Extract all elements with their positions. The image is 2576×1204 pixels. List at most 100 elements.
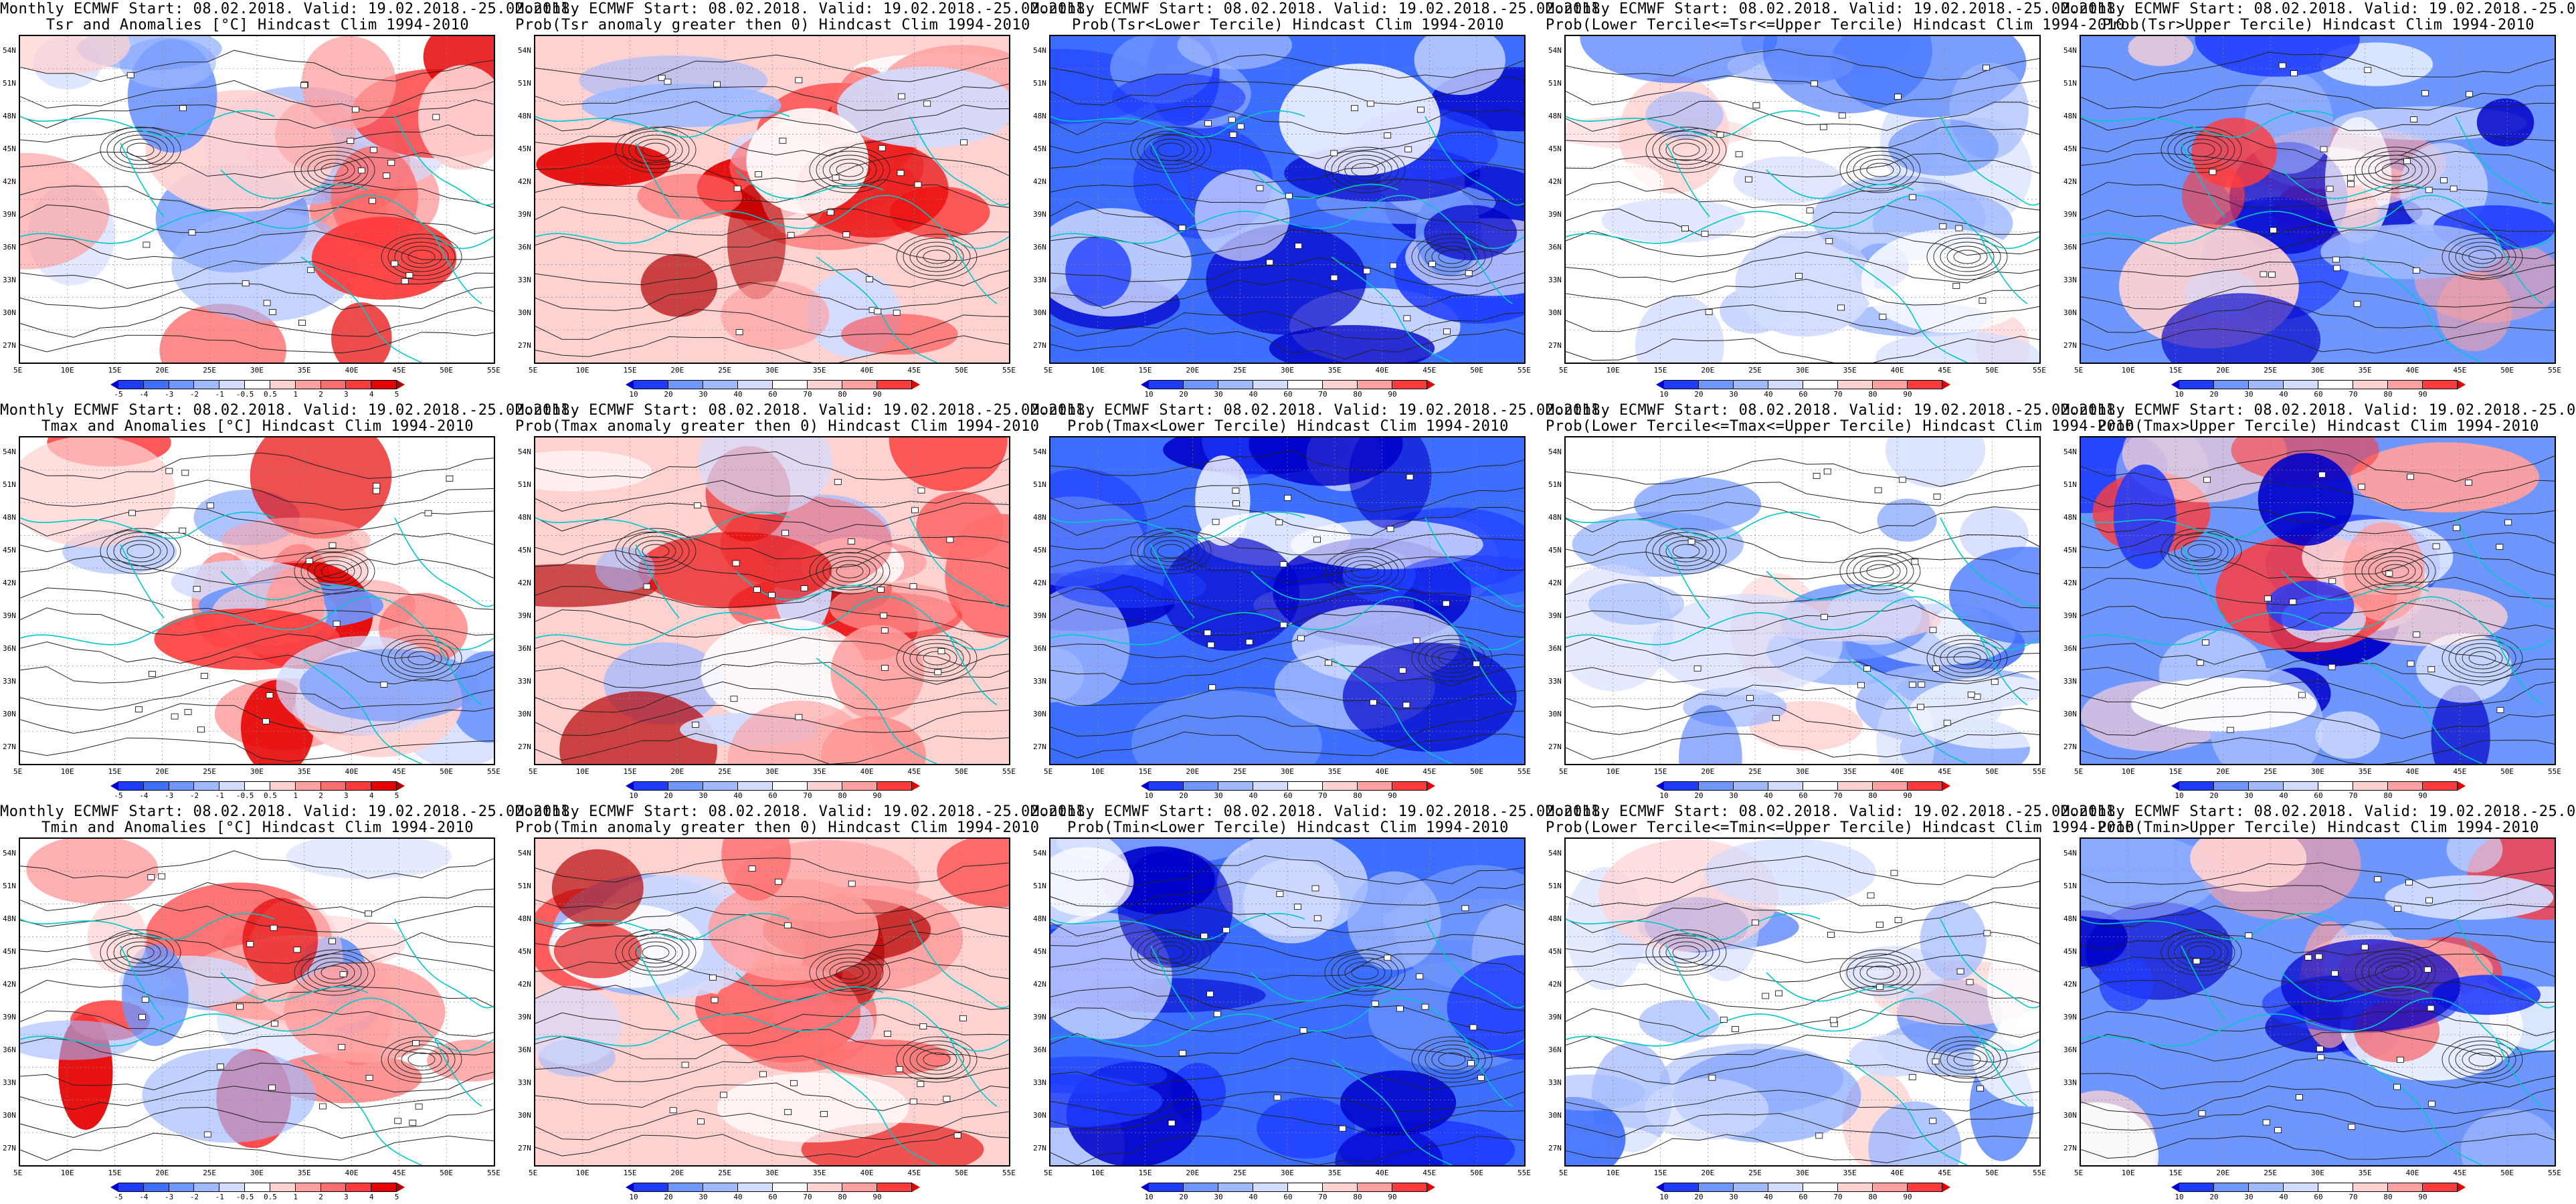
station-marker: [664, 78, 672, 85]
temperature-contour: [2081, 680, 2555, 709]
colorbar-label: 40: [1764, 791, 1773, 800]
longitude-label: 15E: [2169, 366, 2183, 375]
shaded-region: [2446, 839, 2503, 873]
station-marker: [2496, 544, 2504, 550]
colorbar-min-arrow: [1656, 1183, 1664, 1192]
shaded-region: [2351, 442, 2539, 513]
terrain-contour: [381, 233, 462, 280]
station-marker: [1735, 151, 1743, 158]
colorbar-segment: [1664, 380, 1699, 389]
shaded-region: [1679, 705, 1742, 764]
longitude-label: 25E: [2264, 1169, 2278, 1177]
longitude-label: 30E: [1281, 1169, 1294, 1177]
colorbar-segment: [2179, 781, 2214, 791]
latitude-label: 54N: [3, 46, 16, 55]
latitude-label: 36N: [3, 644, 16, 653]
shaded-region: [1424, 205, 1517, 261]
temperature-contour: [2081, 657, 2555, 686]
coastline: [1050, 596, 1524, 651]
station-marker: [1297, 635, 1305, 641]
forecast-panel: Monthly ECMWF Start: 08.02.2018. Valid: …: [0, 401, 579, 803]
station-marker: [126, 72, 134, 78]
longitude-label: 45E: [392, 366, 406, 375]
station-marker: [1204, 629, 1212, 636]
shaded-region: [171, 210, 358, 322]
station-marker: [1403, 315, 1411, 322]
colorbar-label: 20: [664, 1193, 673, 1201]
terrain-contour: [2187, 142, 2215, 157]
colorbar-min-arrow: [2171, 1183, 2179, 1192]
longitude-label: 5E: [13, 366, 23, 375]
latitude-label: 42N: [1033, 579, 1046, 587]
terrain-contour: [836, 965, 864, 980]
latitude-label: 33N: [2063, 1078, 2077, 1087]
panel-title-header: Monthly ECMWF Start: 08.02.2018. Valid: …: [2061, 803, 2576, 820]
longitude-label: 5E: [1559, 366, 1568, 375]
latitude-label: 27N: [1548, 742, 1562, 751]
colorbar-segment: [219, 380, 246, 389]
longitude-label: 55E: [2548, 767, 2561, 776]
map-canvas: [1050, 36, 1524, 363]
station-marker: [946, 536, 954, 543]
longitude-label: 55E: [1002, 1169, 1016, 1177]
colorbar-label: 30: [699, 791, 708, 800]
longitude-label: 10E: [60, 1169, 74, 1177]
station-marker: [1369, 699, 1377, 706]
longitude-label: 25E: [718, 366, 732, 375]
shaded-region: [640, 254, 718, 317]
longitude-label: 30E: [765, 767, 779, 776]
forecast-panel: Monthly ECMWF Start: 08.02.2018. Valid: …: [2061, 803, 2576, 1204]
station-marker: [369, 197, 376, 204]
longitude-label: 55E: [487, 767, 500, 776]
latitude-label: 45N: [3, 144, 16, 153]
terrain-contour: [106, 532, 175, 571]
station-marker: [2403, 158, 2411, 165]
terrain-contour: [1846, 953, 1914, 992]
colorbar: [1656, 1183, 1950, 1192]
shaded-region: [1827, 585, 1922, 645]
colorbar-segment: [219, 1183, 246, 1192]
longitude-label: 15E: [1138, 366, 1152, 375]
station-marker: [1285, 193, 1293, 199]
longitude-label: 25E: [203, 1169, 217, 1177]
latitude-label: 33N: [1033, 1078, 1046, 1087]
latitude-label: 51N: [518, 79, 531, 88]
longitude-label: 15E: [1653, 366, 1667, 375]
station-marker: [755, 171, 763, 177]
colorbar-label: -2: [189, 390, 199, 399]
longitude-label: 55E: [487, 366, 500, 375]
longitude-label: 5E: [529, 767, 538, 776]
terrain-contour: [2167, 933, 2235, 972]
station-marker: [1918, 681, 1926, 688]
station-marker: [2424, 967, 2431, 973]
colorbar-label: -3: [165, 791, 174, 800]
station-marker: [842, 231, 850, 238]
longitude-label: 45E: [1938, 767, 1952, 776]
station-marker: [1746, 695, 1754, 702]
station-marker: [2298, 692, 2306, 698]
station-marker: [2331, 970, 2338, 977]
colorbar-min-arrow: [626, 380, 634, 389]
colorbar-segment: [668, 1183, 703, 1192]
station-marker: [878, 145, 886, 151]
shaded-region: [535, 986, 622, 1066]
station-marker: [147, 874, 155, 880]
station-marker: [1228, 116, 1236, 123]
colorbar-segment: [1734, 1183, 1768, 1192]
colorbar-label: -5: [114, 791, 123, 800]
coastline: [2281, 169, 2429, 199]
shaded-region: [20, 36, 130, 74]
station-marker: [909, 583, 917, 590]
temperature-contour: [1566, 856, 2039, 886]
colorbar-segment: [1768, 781, 1803, 791]
temperature-contour: [20, 654, 494, 685]
longitude-label: 55E: [1517, 366, 1531, 375]
colorbar-label: 80: [838, 791, 847, 800]
station-marker: [203, 1131, 211, 1138]
temperature-contour: [1566, 657, 2039, 684]
temperature-contour: [20, 587, 494, 615]
longitude-label: 35E: [1327, 767, 1342, 776]
station-marker: [1222, 927, 1230, 933]
colorbar-segment: [245, 1183, 270, 1192]
station-marker: [2326, 185, 2334, 192]
